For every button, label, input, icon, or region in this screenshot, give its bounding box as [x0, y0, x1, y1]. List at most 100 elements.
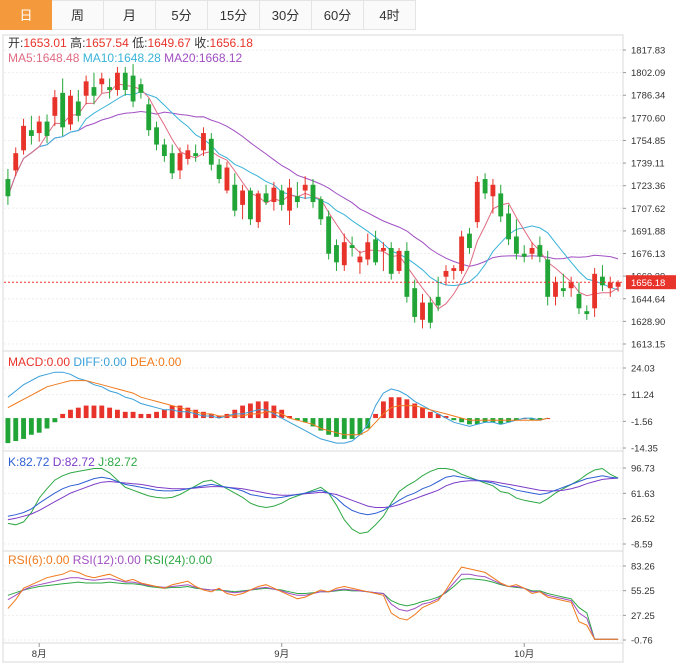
macd-bar — [334, 418, 339, 437]
candle-body — [302, 184, 308, 191]
candle-body — [247, 190, 253, 220]
y-tick-label: 1628.90 — [631, 317, 665, 328]
candle-body — [208, 138, 214, 165]
candle-body — [560, 288, 566, 292]
macd-bar — [5, 418, 11, 444]
macd-bar — [287, 416, 292, 419]
y-tick-label: -0.76 — [631, 636, 653, 647]
macd-bar — [451, 418, 457, 421]
legend: K:82.72 D:82.72 J:82.72 — [8, 455, 138, 469]
candle-body — [68, 95, 73, 125]
legend: MACD:0.00 DIFF:0.00 DEA:0.00 — [8, 355, 182, 369]
ohlc-label: 低: — [129, 36, 148, 50]
macd-bar — [216, 416, 222, 419]
y-tick-label: 1802.09 — [631, 68, 665, 79]
tab-3[interactable]: 月 — [104, 0, 156, 30]
candle-body — [482, 179, 488, 194]
candle-body — [529, 247, 535, 254]
legend-value: 82.72 — [107, 455, 137, 469]
legend-value: 0.00 — [189, 553, 213, 567]
legend: RSI(6):0.00 RSI(12):0.00 RSI(24):0.00 — [8, 553, 212, 567]
candle-body — [36, 121, 42, 134]
candle-body — [545, 259, 551, 297]
legend-value: 0.00 — [103, 355, 127, 369]
chart-frame — [2, 34, 624, 663]
macd-bar — [302, 418, 308, 423]
legend-label: DIFF: — [70, 355, 103, 369]
macd-bar — [318, 418, 324, 431]
macd-bar — [75, 407, 81, 419]
candle-body — [271, 187, 277, 203]
legend-label: RSI(12): — [69, 553, 117, 567]
candle-body — [21, 125, 26, 151]
y-tick-label: 1676.13 — [631, 249, 665, 260]
macd-bar — [130, 411, 136, 419]
candle-body — [44, 121, 50, 136]
tab-7[interactable]: 60分 — [312, 0, 364, 30]
legend-label: RSI(6): — [8, 553, 46, 567]
tab-6[interactable]: 30分 — [260, 0, 312, 30]
macd-bar — [154, 411, 159, 419]
y-tick-label: 1723.36 — [631, 181, 665, 192]
candle-body — [498, 193, 504, 217]
candle-body — [568, 282, 574, 289]
candle-body — [576, 293, 582, 309]
legend: MA5:1648.48 MA10:1648.28 MA20:1668.12 — [8, 51, 243, 65]
candle-body — [592, 273, 598, 309]
candle-body — [154, 127, 159, 145]
candle-body — [130, 75, 136, 102]
x-tick-label: 8月 — [32, 649, 47, 660]
candle-body — [615, 282, 621, 287]
legend-value: 0.00 — [46, 553, 70, 567]
macd-bar — [435, 413, 441, 419]
macd-bar — [373, 413, 379, 419]
candle-body — [115, 72, 120, 90]
legend-value: 1668.12 — [199, 51, 243, 65]
d-line — [7, 477, 619, 521]
macd-bar — [349, 418, 355, 439]
macd-bar — [99, 405, 105, 419]
candle-body — [255, 193, 261, 223]
candle-body — [373, 239, 379, 263]
legend-label: MA20: — [161, 51, 199, 65]
macd-bar — [122, 411, 128, 419]
macd-bar — [13, 418, 19, 442]
macd-bar — [310, 418, 316, 427]
y-tick-label: 1770.60 — [631, 113, 665, 124]
macd-bar — [201, 411, 206, 419]
y-tick-label: 26.52 — [631, 514, 655, 525]
ohlc-value: 1657.54 — [85, 36, 129, 50]
tab-5[interactable]: 15分 — [208, 0, 260, 30]
tab-4[interactable]: 5分 — [156, 0, 208, 30]
candle-body — [52, 97, 58, 116]
legend-value: 1648.28 — [117, 51, 161, 65]
candlestick-panel: 1817.83 1802.09 1786.34 1770.60 1754.85 1739.… — [4, 35, 676, 351]
y-tick-label: 1817.83 — [631, 46, 665, 57]
current-price-badge — [626, 275, 676, 290]
macd-bar — [36, 418, 42, 433]
legend-value: 82.72 — [19, 455, 49, 469]
macd-bar — [537, 418, 543, 421]
current-price-value: 1656.18 — [631, 278, 665, 289]
y-tick-label: 1613.15 — [631, 340, 665, 351]
tab-8[interactable]: 4时 — [364, 0, 416, 30]
candle-body — [396, 250, 402, 271]
x-axis: 8月 9月 10月 — [32, 643, 534, 660]
y-tick-label: 83.26 — [631, 562, 655, 573]
macd-bar — [138, 413, 144, 419]
tab-1[interactable]: 日 — [0, 0, 52, 30]
candle-body — [365, 242, 371, 260]
rsi12-line — [7, 573, 619, 640]
tab-2[interactable]: 周 — [52, 0, 104, 30]
candle-body — [513, 236, 519, 254]
y-tick-label: 1739.11 — [631, 159, 665, 170]
candle-body — [506, 213, 511, 240]
macd-bar — [44, 418, 50, 429]
macd-bar — [247, 403, 253, 419]
macd-bar — [146, 413, 152, 419]
candle-body — [185, 150, 191, 159]
candle-body — [169, 153, 175, 174]
ohlc-value: 1656.18 — [210, 36, 254, 50]
y-tick-label: -14.35 — [631, 444, 658, 455]
